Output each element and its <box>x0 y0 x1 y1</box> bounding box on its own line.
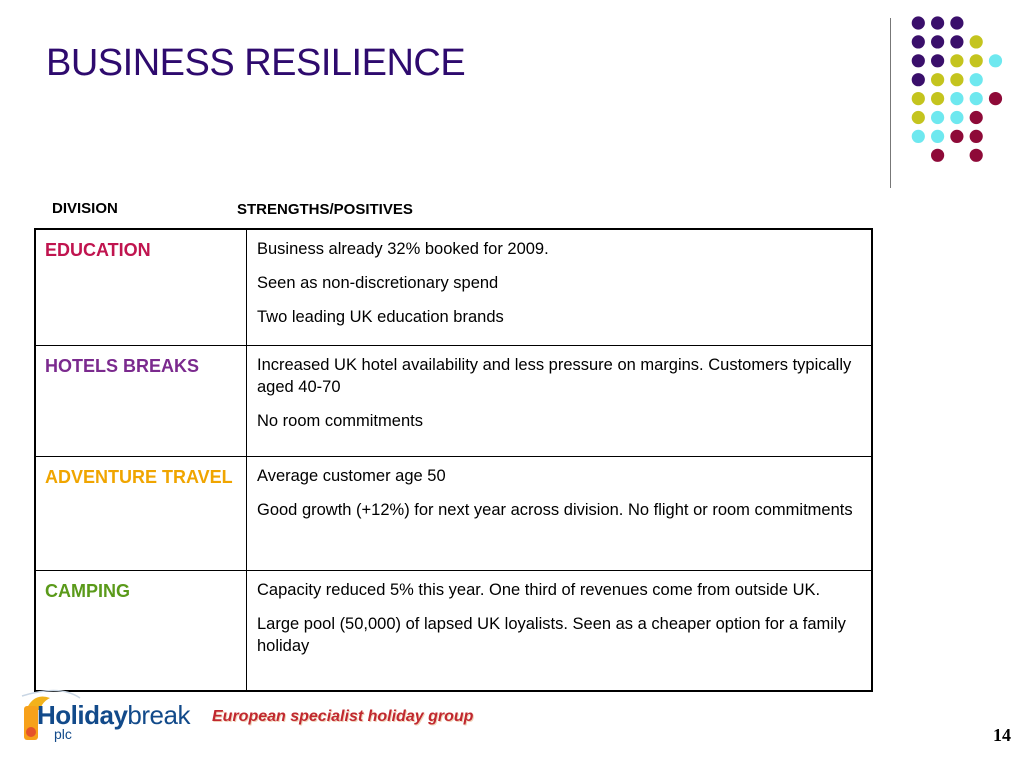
decorative-dot <box>911 110 925 125</box>
strengths-cell: Capacity reduced 5% this year. One third… <box>246 570 873 692</box>
decorative-dot <box>911 16 925 30</box>
strength-point: Increased UK hotel availability and less… <box>257 356 852 396</box>
logo-brand-text: Holidaybreak <box>37 700 190 731</box>
logo-brand-light: break <box>127 700 190 730</box>
page-number: 14 <box>993 725 1011 745</box>
strengths-cell: Average customer age 50 Good growth (+12… <box>246 456 873 571</box>
table-row-education: EDUCATION Business already 32% booked fo… <box>34 228 873 346</box>
strengths-cell: Increased UK hotel availability and less… <box>246 345 873 457</box>
strength-point: Business already 32% booked for 2009. <box>257 240 549 258</box>
decorative-dot <box>988 54 1003 68</box>
decorative-dot <box>911 92 925 106</box>
decorative-dot <box>931 35 945 49</box>
division-cell: ADVENTURE TRAVEL <box>34 456 247 571</box>
decorative-dot <box>950 54 964 68</box>
decorative-dot <box>911 35 925 49</box>
decorative-dot <box>911 73 925 87</box>
decorative-dot <box>969 110 983 125</box>
decorative-dot <box>931 92 945 106</box>
strength-point: Average customer age 50 <box>257 467 446 485</box>
strength-point: Two leading UK education brands <box>257 308 504 326</box>
decorative-dot-grid <box>911 16 1003 162</box>
strength-point: Good growth (+12%) for next year across … <box>257 501 853 519</box>
division-column-header: DIVISION <box>52 200 118 217</box>
division-name-camping: CAMPING <box>45 581 130 601</box>
division-name-hotels-breaks: HOTELS BREAKS <box>45 356 200 376</box>
decorative-dot <box>931 129 945 143</box>
slide-title: BUSINESS RESILIENCE <box>46 42 466 84</box>
decorative-dot <box>950 129 964 143</box>
table-row-camping: CAMPING Capacity reduced 5% this year. O… <box>34 570 873 692</box>
division-name-adventure-travel: ADVENTURE TRAVEL <box>45 467 233 487</box>
decorative-dot <box>969 54 983 68</box>
decorative-dot <box>950 92 964 106</box>
decorative-dot <box>969 73 983 87</box>
division-cell: CAMPING <box>34 570 247 692</box>
strengths-column-header: STRENGTHS/POSITIVES <box>237 201 413 218</box>
decorative-dot <box>950 73 964 87</box>
division-name-education: EDUCATION <box>45 240 151 260</box>
logo-brand-bold: Holiday <box>37 700 128 730</box>
table-row-adventure-travel: ADVENTURE TRAVEL Average customer age 50… <box>34 456 873 571</box>
decorative-dot <box>969 35 983 49</box>
strengths-cell: Business already 32% booked for 2009. Se… <box>246 228 873 346</box>
decorative-dot <box>911 54 925 68</box>
holidaybreak-logo-icon <box>21 689 81 740</box>
division-cell: HOTELS BREAKS <box>34 345 247 457</box>
division-cell: EDUCATION <box>34 228 247 346</box>
decorative-dot <box>931 110 945 125</box>
strength-point: Large pool (50,000) of lapsed UK loyalis… <box>257 615 846 655</box>
decorative-dot <box>950 35 964 49</box>
logo-suffix: plc <box>54 726 72 742</box>
decorative-dot <box>969 129 983 143</box>
decorative-divider-line <box>890 18 891 188</box>
decorative-dot <box>950 16 964 30</box>
decorative-dot <box>931 16 945 30</box>
strength-point: Seen as non-discretionary spend <box>257 274 499 292</box>
decorative-dot <box>931 148 945 162</box>
decorative-dot <box>969 148 983 162</box>
strengths-table: EDUCATION Business already 32% booked fo… <box>34 228 873 692</box>
table-row-hotels-breaks: HOTELS BREAKS Increased UK hotel availab… <box>34 345 873 457</box>
decorative-dot <box>931 54 945 68</box>
decorative-dot <box>950 110 964 125</box>
decorative-dot <box>911 129 925 143</box>
strength-point: Capacity reduced 5% this year. One third… <box>257 581 821 599</box>
decorative-dot <box>969 92 983 106</box>
company-tagline: European specialist holiday group <box>212 708 474 725</box>
decorative-dot <box>931 73 945 87</box>
decorative-dot <box>988 92 1003 106</box>
strength-point: No room commitments <box>257 412 423 430</box>
